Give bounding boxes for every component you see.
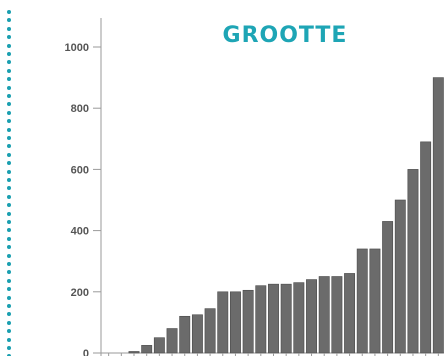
bar (179, 315, 191, 354)
decorative-dot (7, 278, 11, 283)
decorative-dot (7, 320, 11, 325)
decorative-dot (7, 127, 11, 132)
decorative-dot (7, 18, 11, 23)
bar (191, 314, 203, 354)
decorative-dot (7, 203, 11, 208)
bar (255, 285, 267, 354)
bar (369, 248, 381, 354)
decorative-dot (7, 228, 11, 233)
bar (394, 199, 406, 354)
decorative-dot (7, 253, 11, 258)
decorative-dot (7, 10, 11, 14)
bar (306, 279, 317, 354)
decorative-dot (7, 211, 11, 216)
bar (293, 282, 305, 354)
y-tick-label: 400 (71, 226, 89, 238)
chart-title: GROOTTE (223, 23, 348, 48)
decorative-dot (7, 110, 11, 115)
decorative-dot (7, 85, 11, 90)
y-axis: 0 200 400 600 800 1000 (65, 18, 102, 356)
y-tick-label: 600 (71, 164, 89, 176)
decorative-dot-column (0, 0, 20, 356)
decorative-dot (7, 119, 11, 124)
bar (230, 291, 241, 354)
decorative-dot (7, 35, 11, 40)
decorative-dot (7, 304, 11, 308)
decorative-dot (7, 60, 11, 65)
decorative-dot (7, 329, 11, 334)
decorative-dot (7, 245, 11, 250)
bar-group (108, 77, 444, 356)
bar (204, 308, 216, 354)
decorative-dot (7, 169, 11, 174)
bar (280, 283, 292, 354)
bar (166, 328, 178, 354)
bar (268, 283, 279, 354)
decorative-dot (7, 52, 11, 56)
decorative-dot (7, 26, 11, 31)
y-tick-group: 0 200 400 600 800 1000 (65, 42, 101, 356)
y-tick-label: 1000 (65, 42, 89, 54)
decorative-dot (7, 337, 11, 342)
bar (344, 273, 356, 354)
bar (128, 351, 140, 354)
decorative-dot (7, 354, 11, 356)
bar (407, 169, 419, 354)
y-tick-label: 200 (71, 287, 89, 299)
decorative-dot (7, 262, 11, 266)
bar (420, 141, 432, 354)
decorative-dot (7, 220, 11, 224)
decorative-dot (7, 295, 11, 300)
decorative-dot (7, 186, 11, 191)
bar (153, 337, 165, 354)
decorative-dot (7, 236, 11, 241)
decorative-dot (7, 77, 11, 82)
bar (217, 291, 229, 354)
decorative-dot (7, 144, 11, 149)
decorative-dot (7, 102, 11, 107)
decorative-dot (7, 94, 11, 98)
decorative-dot (7, 312, 11, 317)
decorative-dot (7, 152, 11, 157)
decorative-dot (7, 68, 11, 73)
decorative-dot (7, 178, 11, 182)
bar (382, 221, 394, 354)
y-tick-label: 800 (71, 103, 89, 115)
bar (318, 276, 330, 354)
y-tick-label: 0 (83, 348, 89, 356)
bar (432, 77, 444, 354)
decorative-dot (7, 161, 11, 166)
bar (242, 289, 254, 354)
decorative-dot (7, 43, 11, 48)
decorative-dot (7, 346, 11, 350)
decorative-dot (7, 136, 11, 140)
bar (356, 248, 368, 354)
bar (331, 276, 343, 354)
decorative-dot (7, 194, 11, 199)
decorative-dot (7, 270, 11, 275)
bar (141, 345, 153, 354)
decorative-dot (7, 287, 11, 292)
